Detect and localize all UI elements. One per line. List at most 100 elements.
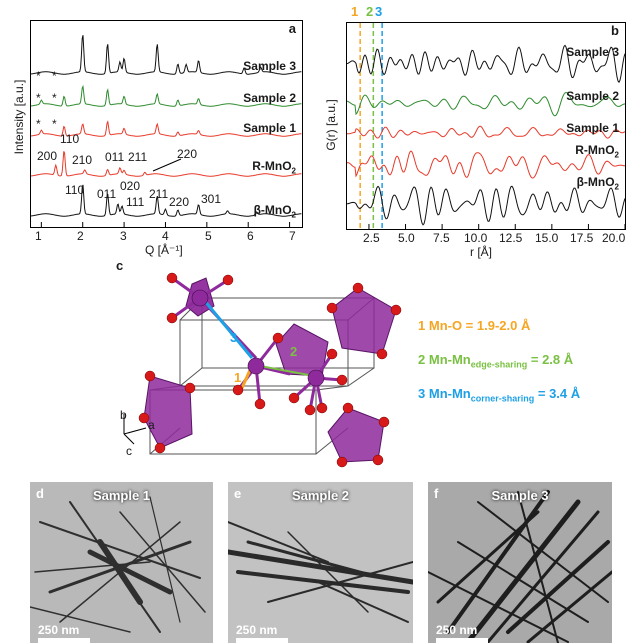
axis-label-b: b [120,408,127,422]
asterisk-s1-2: * [52,117,57,131]
tem-f-scale-bar [436,638,488,643]
panel-b-xticks: 2.5 5.0 7.5 10.0 12.5 15.0 17.5 20.0 [346,231,634,247]
asterisk-s3-1: * [36,69,41,83]
tem-d-label: Sample 1 [92,488,151,503]
trace-r-mno2 [31,151,302,177]
manganese-atoms [191,289,325,387]
tem-d-letter: d [36,486,44,501]
r-peak-211: 211 [128,150,148,164]
b-peak-020: 020 [120,179,141,193]
xtick-20-0: 20.0 [602,231,626,245]
b-peak-301: 301 [201,192,222,206]
trace-sample1 [31,120,302,137]
marker-1-label: 1 [351,4,359,19]
tem-d-scale-bar [38,638,90,643]
panel-a-xlabel: Q [Å⁻¹] [145,243,183,257]
xtick-17-5: 17.5 [570,231,594,245]
octahedron-bottom-left [143,375,193,449]
panel-b-label-b-mno2: β-MnO2 [576,175,619,192]
xtick-15-0: 15.0 [535,231,559,245]
tem-image-d [30,482,213,643]
trace-b-mno2 [347,185,625,226]
panel-a-label-b-mno2: β-MnO2 [253,203,296,220]
trace-b-mno2 [31,184,302,217]
mno6-octahedra [143,277,397,463]
tem-panel-d: d Sample 1 250 nm [30,482,213,643]
xtick-7-5: 7.5 [433,231,450,245]
tem-e-scale-bar [236,638,288,643]
panel-b-plot-frame: b Sample 3 Sample 2 Sample 1 R-MnO2 β-Mn… [346,22,626,230]
xtick-5-0: 5.0 [398,231,415,245]
r-peak-011: 011 [105,150,125,164]
panel-a: a Sample 3 Sample 2 Sample 1 R-MnO2 β-Mn… [0,0,310,257]
tem-f-scale-label: 250 nm [436,623,478,637]
marker-2-label: 2 [366,4,374,19]
legend-mn-mn-corner: 3 Mn-Mncorner-sharing = 3.4 Å [418,386,581,404]
nanowires-f [428,490,612,643]
distance-2-line [259,365,315,377]
tem-d-scale-label: 250 nm [38,623,80,637]
r-peak-220: 220 [177,147,198,161]
crystal-structure [123,272,402,468]
b-peak-110: 110 [65,183,85,197]
panel-a-plot-frame: a Sample 3 Sample 2 Sample 1 R-MnO2 β-Mn… [30,20,303,228]
xtick-2-5: 2.5 [363,231,380,245]
panel-c: c [110,258,630,478]
b-peak-011: 011 [97,187,117,201]
panel-a-label-r-mno2: R-MnO2 [252,159,296,176]
asterisk-s2-2: * [52,91,57,105]
panel-b-label-sample3: Sample 3 [566,45,619,59]
xtick-5: 5 [205,229,212,243]
trace-sample2 [347,91,625,117]
r-peak-110: 110 [60,132,80,146]
panel-b-label-r-mno2: R-MnO2 [575,143,619,160]
asterisk-s1-1: * [36,117,41,131]
xtick-4: 4 [162,229,169,243]
trace-sample1 [347,125,625,139]
xtick-6: 6 [247,229,254,243]
asterisk-s2-1: * [36,91,41,105]
arrow-220 [152,158,182,172]
xtick-12-5: 12.5 [499,231,523,245]
trace-sample2 [31,84,302,107]
octahedron-middle [275,323,329,377]
octahedron-bottom-right [327,407,385,463]
r-peak-210: 210 [72,153,93,167]
panel-b-pdf-plot [347,23,625,229]
nanowires-d [30,496,206,633]
distance-3-line [202,299,254,359]
legend-mn-o: 1 Mn-O = 1.9-2.0 Å [418,318,531,333]
tem-image-e [228,482,413,643]
panel-b: 1 2 3 b Sample 3 Sample 2 Sample 1 R-MnO… [320,0,634,259]
panel-a-label-sample1: Sample 1 [243,121,296,135]
tem-image-f [428,482,612,643]
nanowires-e [228,521,413,623]
octahedron-top-right [331,287,397,355]
panel-b-markers: 1 2 3 [346,4,626,22]
panel-b-label-sample2: Sample 2 [566,89,619,103]
b-peak-220: 220 [169,195,190,209]
bond-label-3: 3 [230,330,238,345]
xtick-7: 7 [289,229,296,243]
tem-e-letter: e [234,486,242,501]
panel-a-label-sample3: Sample 3 [243,59,296,73]
panel-a-xrd-plot [31,35,302,227]
panel-b-label-sample1: Sample 1 [566,121,619,135]
trace-sample3 [347,44,625,84]
trace-sample3 [31,35,302,75]
xtick-2: 2 [77,229,84,243]
axis-label-a: a [148,418,155,432]
tem-e-scale-label: 250 nm [236,623,278,637]
distance-1-line [240,369,252,389]
tem-panel-e: e Sample 2 250 nm [228,482,413,643]
tem-f-letter: f [434,486,439,501]
asterisk-s3-2: * [52,69,57,83]
marker-3-label: 3 [375,4,383,19]
panel-c-letter: c [116,258,124,273]
panel-a-letter: a [288,21,296,36]
panel-a-xticks: 1 2 3 4 5 6 7 [30,229,303,245]
legend-mn-mn-edge: 2 Mn-Mnedge-sharing = 2.8 Å [418,352,574,370]
trace-r-mno2 [347,150,625,179]
bond-label-1: 1 [234,370,242,385]
axis-triad [123,414,147,445]
